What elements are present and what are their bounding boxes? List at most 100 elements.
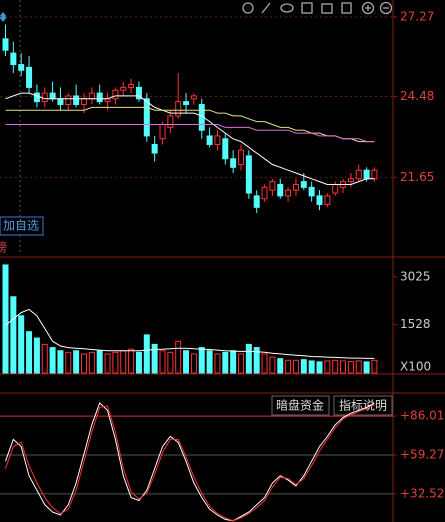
candle-body xyxy=(167,115,174,128)
button[interactable] xyxy=(0,216,44,236)
volume-bar xyxy=(26,331,33,374)
candle-body xyxy=(10,52,17,66)
candle-body xyxy=(355,169,362,180)
volume-bar xyxy=(112,351,119,374)
volume-bar xyxy=(96,350,103,374)
y-tick-label: +32.52 xyxy=(400,486,444,500)
volume-bar xyxy=(41,343,48,374)
button-label[interactable]: 加自选 xyxy=(3,219,39,233)
candle-body xyxy=(324,195,331,205)
y-tick-label: 24.48 xyxy=(400,89,434,103)
toolbar[interactable] xyxy=(242,1,393,15)
bag-icon[interactable] xyxy=(321,3,333,14)
volume-bar xyxy=(332,359,339,374)
candle-body xyxy=(253,195,260,208)
series-line xyxy=(5,92,375,185)
y-tick-label: +59.27 xyxy=(400,447,444,461)
volume-bar xyxy=(190,353,197,374)
candle-body xyxy=(269,181,276,191)
candle-body xyxy=(65,95,72,106)
volume-bar xyxy=(261,353,268,374)
settings-icon[interactable] xyxy=(242,2,254,14)
volume-bar xyxy=(159,350,166,374)
candle-body xyxy=(285,189,292,197)
volume-bar xyxy=(363,361,370,374)
candle-body xyxy=(128,84,135,88)
unit-label: X100 xyxy=(400,360,431,374)
marker xyxy=(0,12,7,22)
volume-bar xyxy=(355,360,362,374)
volume-bar xyxy=(308,360,315,374)
volume-bar xyxy=(253,347,260,374)
y-tick-label: 3025 xyxy=(400,269,431,283)
candle-body xyxy=(112,89,119,100)
zoom-in-icon[interactable] xyxy=(365,5,371,11)
volume-bar xyxy=(198,347,205,374)
y-tick-label: 1528 xyxy=(400,317,431,331)
doc-icon[interactable] xyxy=(341,2,352,14)
candle-body xyxy=(151,143,158,154)
volume-bar xyxy=(10,296,17,374)
candle-body xyxy=(41,92,48,103)
volume-bar xyxy=(2,264,9,374)
y-tick-label: +86.01 xyxy=(400,409,444,423)
series-line xyxy=(5,308,375,359)
candle-body xyxy=(363,169,370,180)
zoom-in-icon[interactable] xyxy=(361,1,375,15)
candle-body xyxy=(18,64,25,71)
candle-body xyxy=(230,158,237,168)
candle-body xyxy=(159,124,166,140)
volume-bar xyxy=(128,348,135,374)
volume-bar xyxy=(151,343,158,374)
candle-body xyxy=(277,183,284,197)
volume-bar xyxy=(214,353,221,374)
volume-bar xyxy=(88,351,95,374)
volume-bar xyxy=(175,340,182,374)
volume-bar xyxy=(143,334,150,374)
candle-body xyxy=(57,98,64,106)
candle-body xyxy=(26,66,33,88)
y-tick-label: 27.27 xyxy=(400,9,434,23)
volume-bar xyxy=(269,356,276,374)
candle-body xyxy=(245,155,252,194)
candle-body xyxy=(175,101,182,117)
candle-body xyxy=(190,95,197,100)
volume-bar xyxy=(277,358,284,374)
volume-bar xyxy=(65,351,72,374)
volume-bar xyxy=(347,361,354,374)
candle-body xyxy=(316,195,323,205)
box-icon[interactable] xyxy=(301,2,313,14)
button-label[interactable]: 指标说明 xyxy=(339,398,387,413)
volume-bar xyxy=(206,350,213,374)
candle-body xyxy=(222,138,229,160)
volume-bar xyxy=(135,351,142,374)
view-icon[interactable] xyxy=(280,3,294,13)
volume-bar xyxy=(57,350,64,374)
volume-bar xyxy=(292,359,299,374)
candle-body xyxy=(371,169,378,180)
zoom-out-icon[interactable] xyxy=(379,1,393,15)
volume-bar xyxy=(324,360,331,374)
candle-body xyxy=(347,178,354,183)
candle-body xyxy=(120,86,127,91)
candle-body xyxy=(206,135,213,145)
volume-bar xyxy=(33,337,40,374)
button[interactable] xyxy=(271,395,330,416)
series-line xyxy=(5,124,375,143)
volume-bar xyxy=(81,353,87,374)
volume-bar xyxy=(371,359,378,374)
candle-body xyxy=(332,183,339,194)
candle-body xyxy=(292,183,299,191)
candle-body xyxy=(183,101,190,106)
button-label[interactable]: 暗盘资金 xyxy=(276,398,324,413)
volume-bar xyxy=(222,351,229,374)
button[interactable] xyxy=(333,395,393,416)
candle-body xyxy=(238,149,244,165)
candle-body xyxy=(33,92,40,103)
candle-body xyxy=(308,186,315,197)
candle-body xyxy=(135,86,142,100)
draw-icon[interactable] xyxy=(261,2,271,14)
candle-body xyxy=(88,92,95,100)
volume-bar xyxy=(285,359,292,374)
